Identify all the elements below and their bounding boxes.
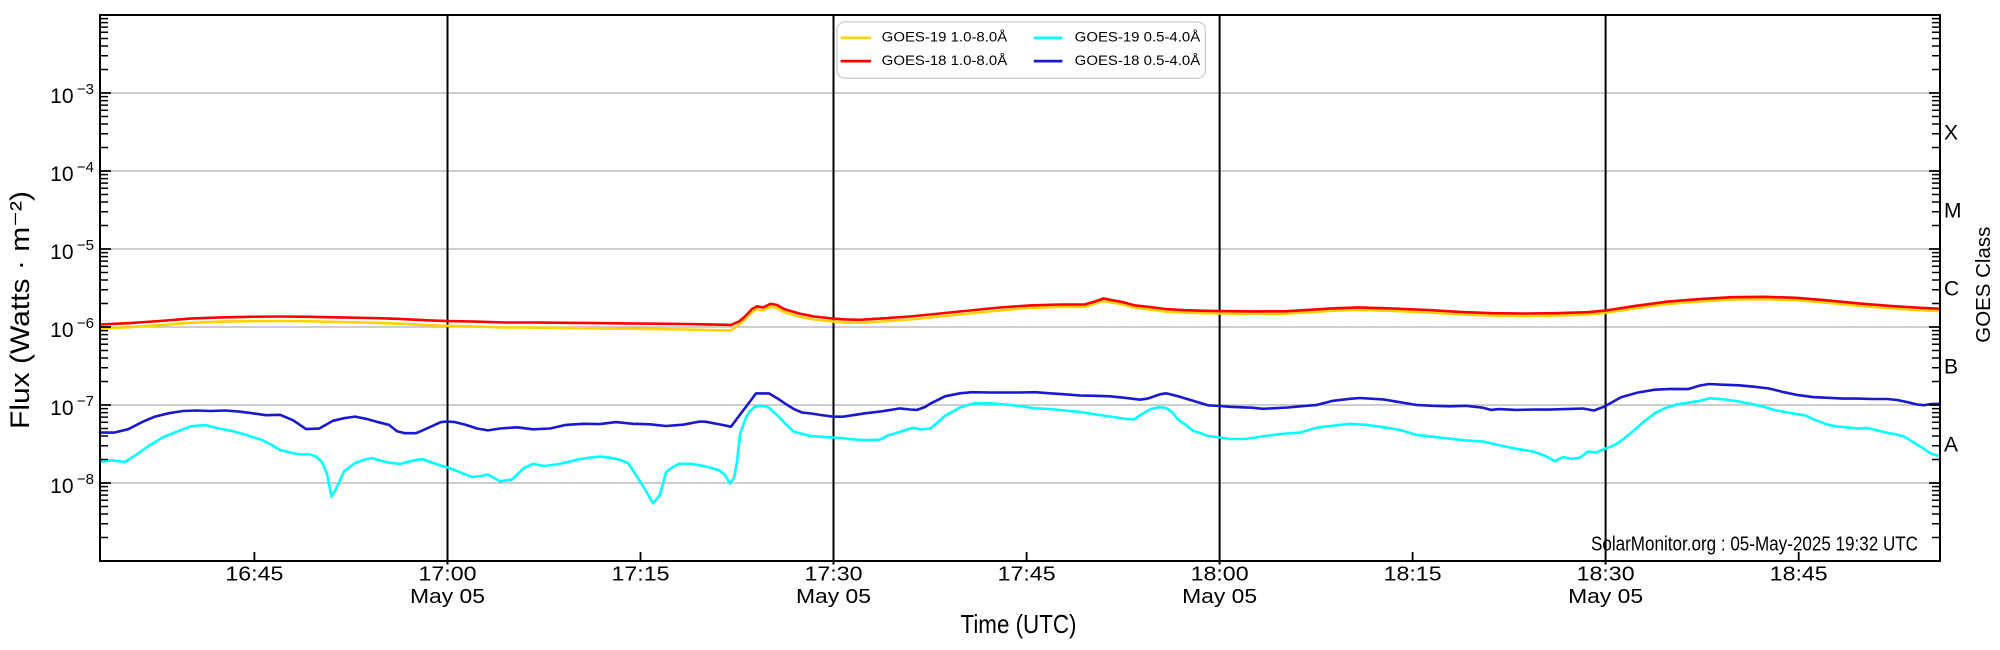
svg-text:17:45: 17:45 — [998, 564, 1056, 586]
svg-text:Time (UTC): Time (UTC) — [961, 609, 1077, 639]
svg-text:GOES-19 1.0-8.0Å: GOES-19 1.0-8.0Å — [882, 30, 1008, 45]
svg-text:−4: −4 — [77, 159, 94, 176]
svg-text:GOES Class: GOES Class — [1973, 227, 1995, 343]
svg-text:GOES-18 1.0-8.0Å: GOES-18 1.0-8.0Å — [882, 53, 1008, 68]
svg-text:May 05: May 05 — [796, 586, 871, 608]
svg-text:GOES-18 0.5-4.0Å: GOES-18 0.5-4.0Å — [1075, 53, 1201, 68]
svg-text:M: M — [1944, 200, 1962, 223]
svg-text:Flux (Watts · m⁻²): Flux (Watts · m⁻²) — [5, 191, 35, 429]
svg-text:17:30: 17:30 — [805, 564, 863, 586]
svg-text:GOES-19 0.5-4.0Å: GOES-19 0.5-4.0Å — [1075, 30, 1201, 45]
svg-text:17:00: 17:00 — [419, 564, 477, 586]
svg-text:10: 10 — [50, 85, 73, 108]
svg-text:10: 10 — [50, 319, 73, 342]
svg-text:−6: −6 — [77, 315, 94, 332]
svg-text:18:45: 18:45 — [1770, 564, 1828, 586]
svg-text:18:15: 18:15 — [1384, 564, 1442, 586]
svg-text:X: X — [1944, 122, 1958, 145]
svg-text:A: A — [1944, 434, 1958, 457]
svg-text:10: 10 — [50, 475, 73, 498]
svg-text:18:30: 18:30 — [1577, 564, 1635, 586]
svg-text:May 05: May 05 — [1182, 586, 1257, 608]
svg-text:10: 10 — [50, 397, 73, 420]
svg-text:May 05: May 05 — [410, 586, 485, 608]
svg-text:10: 10 — [50, 241, 73, 264]
svg-text:17:15: 17:15 — [612, 564, 670, 586]
svg-text:B: B — [1944, 356, 1958, 379]
svg-text:SolarMonitor.org : 05-May-2025: SolarMonitor.org : 05-May-2025 19:32 UTC — [1591, 534, 1918, 556]
svg-text:C: C — [1944, 278, 1959, 301]
svg-text:−5: −5 — [77, 237, 94, 254]
svg-text:10: 10 — [50, 163, 73, 186]
svg-text:−8: −8 — [77, 471, 94, 488]
svg-text:May 05: May 05 — [1568, 586, 1643, 608]
svg-text:−3: −3 — [77, 81, 94, 98]
svg-text:−7: −7 — [77, 393, 94, 410]
svg-text:16:45: 16:45 — [225, 564, 283, 586]
svg-text:18:00: 18:00 — [1191, 564, 1249, 586]
